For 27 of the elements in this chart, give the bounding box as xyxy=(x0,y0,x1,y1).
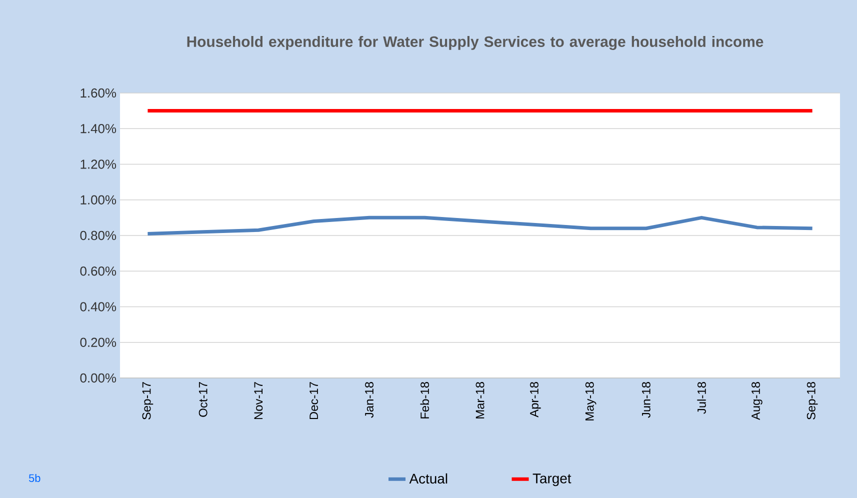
x-tick-label: Jul-18 xyxy=(697,382,706,414)
x-tick-label: May-18 xyxy=(585,382,596,420)
y-tick-label: 0.40% xyxy=(80,302,116,312)
y-tick-label: 1.40% xyxy=(80,124,116,134)
y-tick-label: 1.60% xyxy=(80,88,116,98)
x-tick-label: Aug-18 xyxy=(752,382,762,420)
y-tick-label: 1.20% xyxy=(80,160,116,169)
x-tick-label: Oct-17 xyxy=(198,382,208,417)
y-tick-label: 0.20% xyxy=(80,338,116,347)
y-tick-label: 0.00% xyxy=(80,373,116,383)
x-tick-label: Dec-17 xyxy=(310,382,318,420)
x-tick-label: Feb-18 xyxy=(420,382,430,418)
x-tick-label: Jun-18 xyxy=(642,382,650,418)
legend-label: Target xyxy=(532,474,572,486)
x-tick-label: Sep-17 xyxy=(142,382,154,420)
y-tick-label: 0.60% xyxy=(80,266,116,276)
legend-label: Actual xyxy=(409,473,448,484)
x-tick-label: Sep-18 xyxy=(806,382,818,420)
y-tick-label: 0.80% xyxy=(80,230,116,240)
x-tick-label: Apr-18 xyxy=(530,382,541,418)
x-tick-label: Mar-18 xyxy=(476,382,484,418)
x-tick-label: Nov-17 xyxy=(254,382,263,420)
chart-title: Household expenditure for Water Supply Services to average household income xyxy=(187,36,764,50)
y-tick-label: 1.00% xyxy=(80,195,116,204)
text: 5b xyxy=(28,474,40,482)
line-series xyxy=(146,216,814,236)
x-tick-label: Jan-18 xyxy=(365,382,374,418)
